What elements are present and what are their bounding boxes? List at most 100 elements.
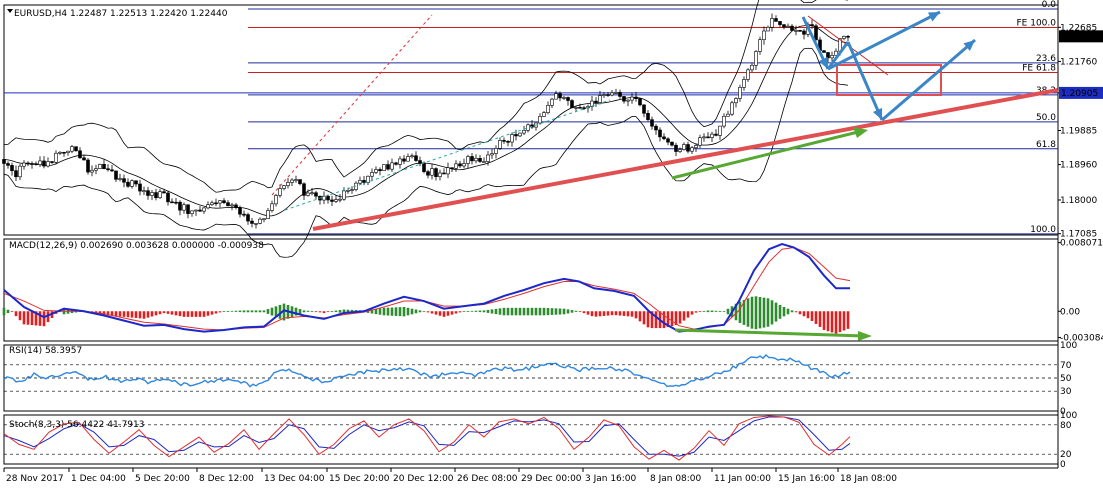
time-tick-label: 8 Jan 08:00 [650, 474, 702, 484]
candle [34, 161, 38, 166]
candle-body [642, 104, 646, 114]
macd-histogram-bar [298, 309, 302, 314]
candle [98, 163, 102, 169]
candle [498, 137, 502, 150]
candle [126, 178, 130, 188]
candle [282, 185, 286, 191]
macd-label: MACD(12,26,9) 0.002690 0.003628 0.000000… [9, 241, 264, 251]
macd-histogram-bar [246, 310, 250, 313]
macd-histogram-bar [602, 311, 606, 316]
candle-body [758, 39, 762, 52]
candle [538, 113, 542, 125]
macd-divergence-arrow-head [858, 331, 872, 341]
candle-body [146, 190, 150, 196]
candle [298, 179, 302, 186]
candle [362, 176, 366, 186]
candle-body [314, 192, 318, 197]
candle-body [522, 130, 526, 134]
candle-body [726, 113, 730, 117]
candle-body [170, 201, 174, 204]
macd-histogram-bar [678, 311, 682, 324]
rsi-tick-label: 100 [1060, 341, 1077, 351]
macd-histogram-bar [414, 309, 418, 314]
candle [278, 184, 282, 198]
rsi-tick-label: 70 [1060, 361, 1072, 371]
macd-histogram-bar [450, 311, 454, 315]
candle [302, 182, 306, 201]
candle-body [742, 79, 746, 88]
candle-body [238, 207, 242, 215]
fe-level-label: FE 61.8 [1022, 63, 1056, 73]
candle-body [262, 218, 266, 221]
candle [566, 96, 570, 106]
candle [830, 51, 834, 62]
candle-body [474, 157, 478, 162]
candle [846, 35, 850, 42]
macd-histogram-bar [2, 307, 6, 316]
candle-body [46, 161, 50, 167]
candle-body [158, 191, 162, 199]
candle [454, 160, 458, 172]
candle-body [250, 220, 254, 224]
macd-histogram-bar [314, 311, 318, 313]
candle [234, 202, 238, 210]
candle [594, 97, 598, 107]
candle-body [362, 180, 366, 183]
macd-histogram-bar [778, 304, 782, 319]
candle [258, 217, 262, 225]
fib-level-label: 50.0 [1036, 113, 1056, 123]
candle [482, 157, 486, 163]
candle [142, 186, 146, 196]
candle [94, 164, 98, 175]
candle [822, 50, 826, 53]
candle-body [470, 156, 474, 162]
macd-histogram-bar [502, 307, 506, 316]
candle-body [662, 136, 666, 140]
candle [418, 156, 422, 167]
candle-body [634, 96, 638, 99]
candle-body [174, 201, 178, 204]
current-price-box [1059, 30, 1103, 43]
candle-body [110, 169, 114, 172]
candle [294, 175, 298, 183]
candle-body [270, 203, 274, 211]
macd-histogram-bar [826, 311, 830, 332]
fib-level-label: 100.0 [1030, 225, 1056, 235]
macd-histogram-bar [322, 311, 326, 314]
fib-level-label: 0.0 [1042, 0, 1057, 10]
macd-histogram-bar [546, 308, 550, 316]
candle [674, 142, 678, 157]
candle-body [138, 183, 142, 192]
macd-histogram-bar [666, 311, 670, 328]
candle [158, 188, 162, 200]
candle [798, 29, 802, 32]
candle [402, 155, 406, 165]
price-tick-label: 1.18000 [1060, 196, 1097, 206]
candle [366, 175, 370, 186]
candle [170, 198, 174, 204]
macd-histogram-bar [466, 311, 470, 312]
macd-histogram-bar [182, 311, 186, 317]
macd-histogram-bar [438, 311, 442, 316]
rsi-tick-label: 0 [1060, 407, 1066, 417]
candle [774, 15, 778, 22]
candle [66, 150, 70, 156]
candle-body [482, 161, 486, 163]
macd-tick-label: 0.00 [1060, 307, 1080, 317]
candle [782, 24, 786, 30]
candle [590, 96, 594, 111]
macd-histogram-bar [474, 310, 478, 312]
candle [746, 68, 750, 83]
macd-histogram-bar [686, 311, 690, 318]
macd-histogram-bar [250, 310, 254, 313]
candle-body [330, 199, 334, 202]
macd-histogram-bar [38, 311, 42, 326]
candle-body [554, 93, 558, 100]
green-arrow-head [853, 127, 868, 138]
rsi-panel: 100 70 50 30 0 [3, 341, 1077, 417]
macd-histogram-bar [742, 299, 746, 325]
candle-body [778, 21, 782, 25]
candle [42, 156, 46, 169]
macd-histogram-bar [574, 310, 578, 312]
candle [394, 161, 398, 166]
